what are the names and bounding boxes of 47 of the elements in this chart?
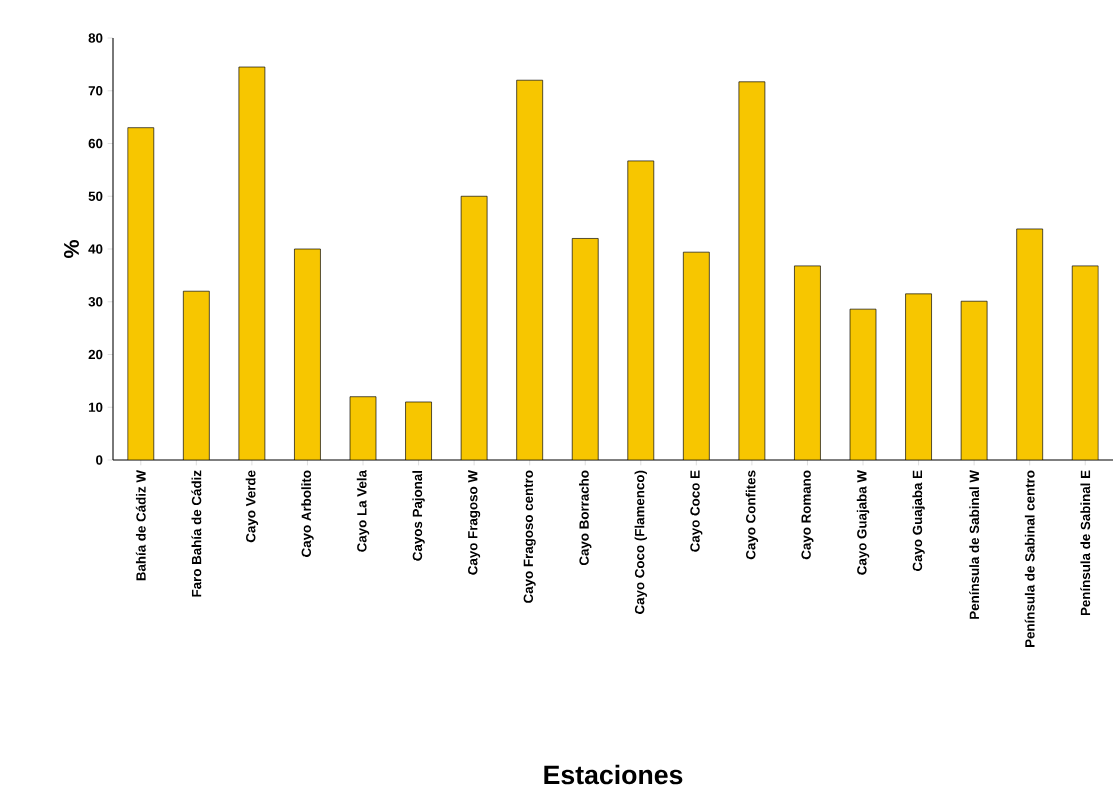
bar	[294, 248, 321, 460]
y-tick-label: 40	[88, 244, 103, 254]
x-tick-label: Cayo Fragoso W	[468, 470, 481, 575]
bar	[905, 293, 932, 460]
y-tick-label: 70	[88, 86, 103, 96]
bar	[849, 308, 877, 460]
x-tick-label: Faro Bahía de Cádiz	[191, 470, 202, 597]
x-tick-label: Cayo Coco E	[690, 470, 703, 552]
x-tick-label: Cayo Coco (Flamenco)	[634, 470, 647, 614]
x-tick-label: Cayo Guajaba W	[856, 470, 870, 575]
bar	[349, 396, 377, 460]
y-tick-label: 0	[96, 455, 103, 465]
x-tick-label: Península de Sabinal E	[1080, 470, 1091, 616]
bar	[183, 290, 210, 460]
x-tick-label: Cayo Fragoso centro	[523, 470, 536, 603]
bar	[1071, 265, 1099, 460]
x-axis-title: Estaciones	[544, 764, 683, 785]
y-tick-label: 30	[88, 297, 103, 307]
x-tick-label: Península de Sabinal W	[969, 470, 980, 619]
bar	[738, 81, 766, 460]
bar	[1016, 228, 1044, 460]
y-tick-label: 50	[88, 191, 103, 201]
x-tick-label: Península de Sabinal centro	[1024, 470, 1035, 647]
bar	[405, 401, 432, 460]
y-tick-label: 80	[88, 33, 103, 43]
bar	[683, 251, 710, 460]
bar	[794, 265, 821, 460]
x-tick-label: Cayo Arbolito	[301, 470, 314, 557]
x-tick-label: Cayos Pajonal	[412, 471, 425, 561]
x-tick-label: Cayo Romano	[801, 470, 814, 560]
x-tick-label: Cayo Borracho	[579, 470, 592, 566]
y-axis-title: %	[63, 240, 79, 258]
bar	[127, 127, 155, 460]
bar	[571, 238, 599, 460]
x-tick-label: Cayo Guajaba E	[912, 470, 925, 572]
x-tick-label: Cayo Confites	[745, 470, 759, 560]
bar	[516, 79, 544, 460]
bar	[238, 66, 266, 460]
y-tick-label: 10	[88, 402, 103, 412]
x-tick-label: Cayo Verde	[245, 470, 259, 543]
y-tick-label: 20	[88, 349, 103, 360]
x-tick-label: Bahía de Cádiz W	[135, 470, 146, 581]
y-tick-label: 60	[88, 138, 103, 149]
bar	[960, 300, 988, 460]
bar	[627, 160, 655, 460]
bar	[460, 195, 488, 460]
x-tick-label: Cayo La Vela	[356, 469, 370, 552]
